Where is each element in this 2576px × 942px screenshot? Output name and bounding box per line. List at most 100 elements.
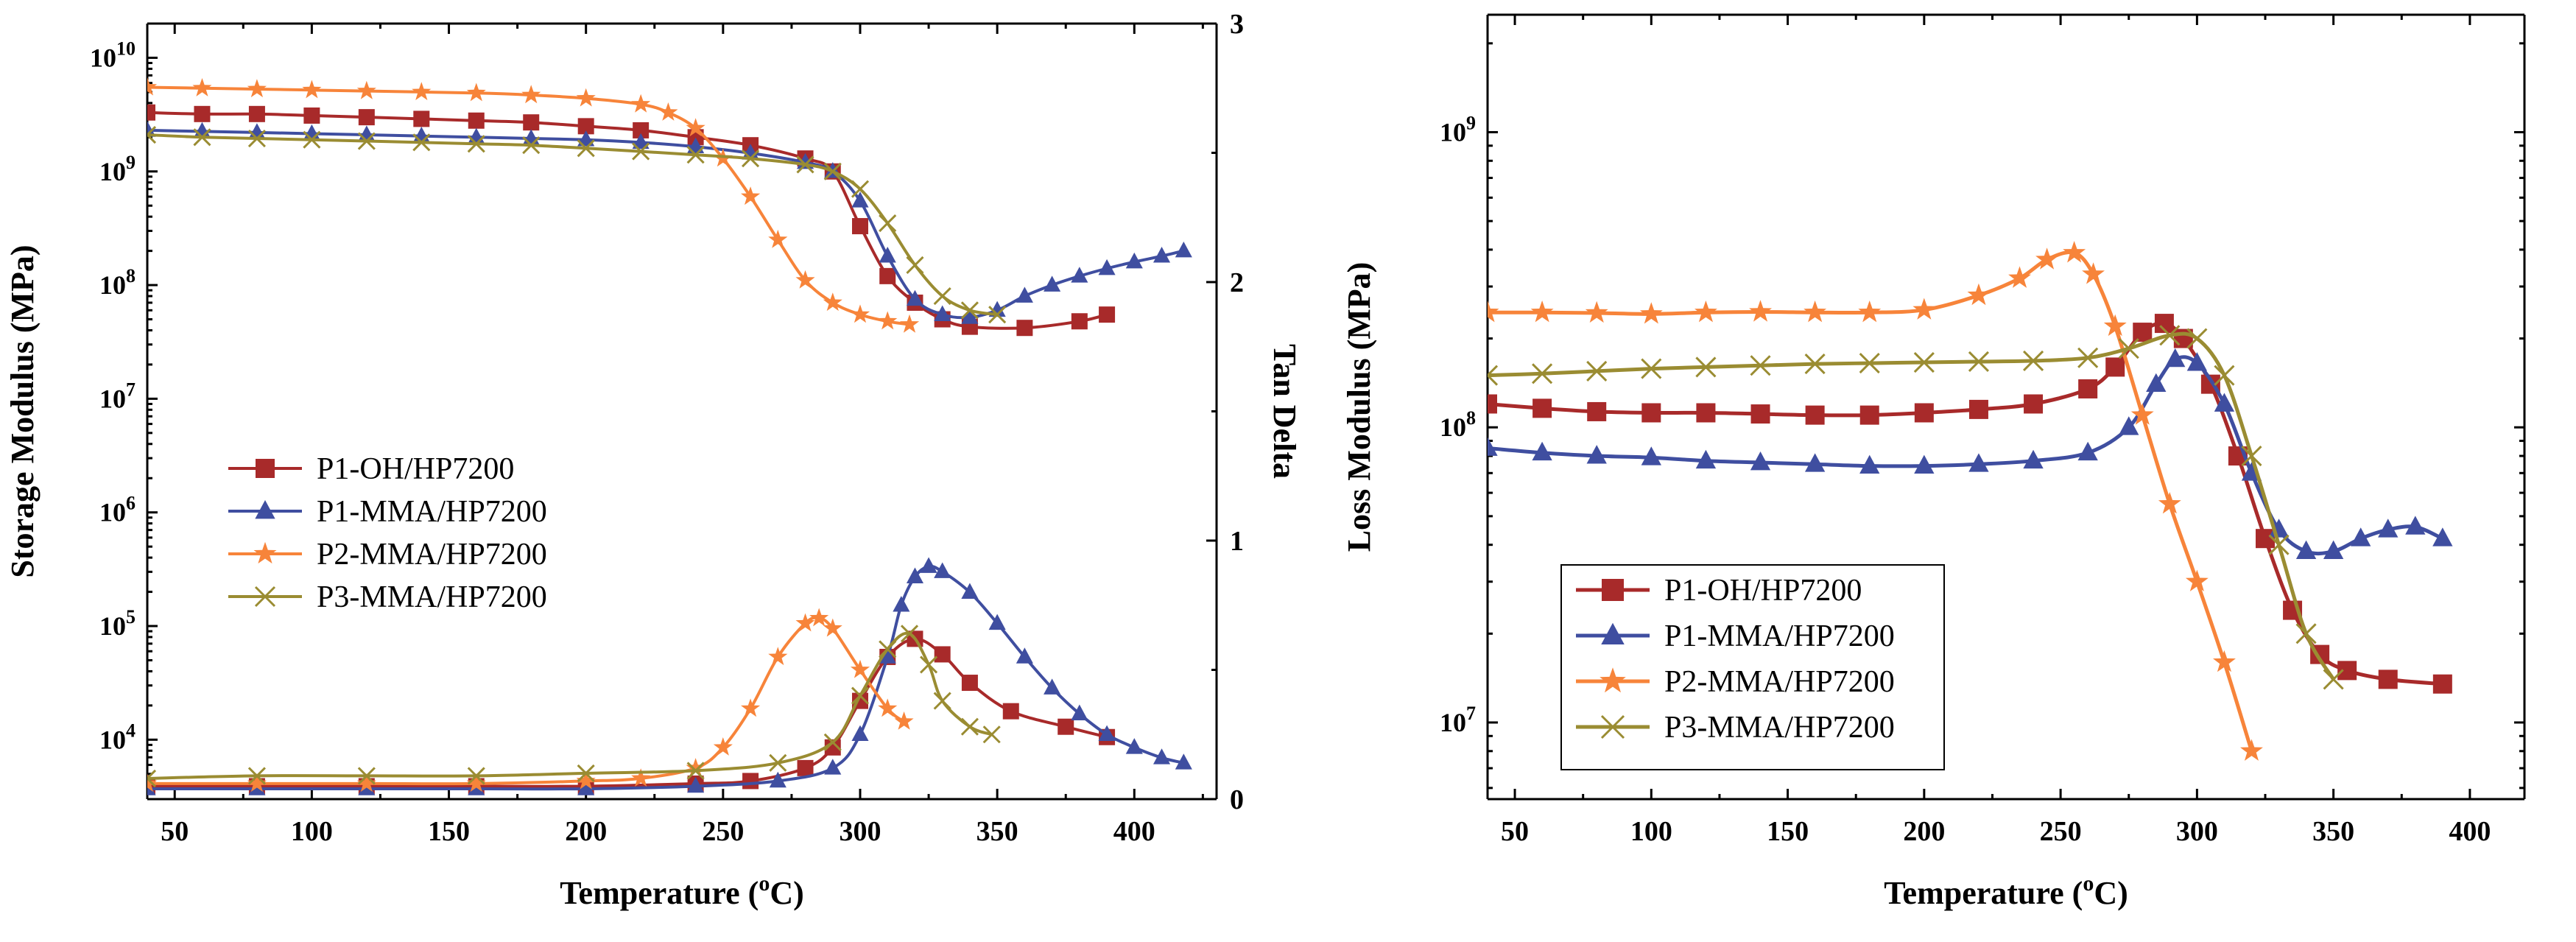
data-point-p3-mma-hp7200 — [1695, 356, 1717, 378]
data-point-p3-mma-hp7200 — [2241, 445, 2262, 467]
data-point-p2-mma-hp7200 — [2213, 650, 2236, 672]
data-point-p3-mma-hp7200 — [1859, 352, 1880, 374]
data-point-p3-mma-hp7200-tan — [467, 767, 485, 785]
y2-tick-label: 0 — [1230, 784, 1244, 815]
right-chart-loss-modulus: 50 100 150 200 250 300 350 400 107 108 109 Temperat… — [1341, 13, 2526, 911]
data-point-p1-mma-hp7200-tan — [851, 725, 869, 742]
data-point-p1-oh-hp7200 — [1587, 401, 1607, 421]
data-point-p3-mma-hp7200-storage — [247, 129, 266, 148]
data-point-p1-oh-hp7200-storage — [633, 122, 650, 138]
data-point-p3-mma-hp7200-tan — [147, 769, 157, 787]
data-point-p1-mma-hp7200 — [2405, 516, 2426, 535]
data-point-p1-mma-hp7200-tan — [1071, 704, 1088, 720]
x-axis-title: Temperature (oC) — [1884, 871, 2128, 911]
legend-item-p1-mma-hp7200: P1-MMA/HP7200 — [228, 495, 547, 529]
data-point-p3-mma-hp7200-storage — [933, 287, 951, 306]
data-point-p3-mma-hp7200 — [1586, 360, 1608, 382]
data-point-p1-oh-hp7200 — [1914, 403, 1934, 423]
data-point-p1-oh-hp7200-tan — [797, 759, 814, 776]
series-line-p3-mma-hp7200-storage — [147, 133, 998, 317]
data-point-p1-oh-hp7200-tan — [824, 739, 841, 756]
y-tick-label: 108 — [99, 265, 136, 300]
data-point-p3-mma-hp7200 — [1968, 351, 1990, 373]
data-point-p3-mma-hp7200-storage — [577, 139, 595, 158]
data-point-p3-mma-hp7200-storage — [960, 301, 979, 320]
data-point-p1-oh-hp7200 — [1968, 399, 1988, 419]
y-axis-title: Loss Modulus (MPa) — [1341, 262, 1377, 552]
data-point-p3-mma-hp7200-storage — [879, 214, 897, 233]
series-p2-mma-hp7200-tan — [147, 608, 914, 792]
legend-label: P1-MMA/HP7200 — [317, 495, 547, 529]
series-line-p3-mma-hp7200 — [1488, 331, 2335, 681]
legend-item-p2-mma-hp7200: P2-MMA/HP7200 — [228, 538, 547, 572]
data-point-p2-mma-hp7200 — [1488, 300, 1499, 323]
data-point-p2-mma-hp7200-tan — [768, 647, 788, 666]
data-point-p1-oh-hp7200 — [1532, 398, 1552, 418]
plot-area — [1488, 241, 2453, 761]
data-point-p1-mma-hp7200-storage — [906, 289, 924, 306]
y-tick-label: 107 — [1440, 703, 1476, 737]
legend-label: P1-OH/HP7200 — [317, 452, 514, 486]
data-point-p3-mma-hp7200-storage — [906, 256, 924, 274]
data-point-p3-mma-hp7200-tan — [823, 733, 842, 751]
data-point-p2-mma-hp7200-tan — [795, 613, 815, 632]
data-point-p2-mma-hp7200 — [1749, 300, 1772, 322]
data-point-p1-mma-hp7200 — [2146, 373, 2167, 393]
legend-item-p1-oh-hp7200: P1-OH/HP7200 — [1576, 574, 1862, 608]
data-point-p1-oh-hp7200-tan — [1058, 718, 1074, 735]
series-line-p1-mma-hp7200 — [1488, 355, 2443, 556]
data-point-p2-mma-hp7200 — [1967, 283, 1991, 306]
data-point-p3-mma-hp7200-storage — [467, 135, 485, 153]
data-point-p1-mma-hp7200-tan — [934, 562, 951, 578]
y-tick-label: 105 — [99, 606, 136, 641]
data-point-p1-mma-hp7200-tan — [961, 583, 979, 599]
legend-marker — [1602, 579, 1624, 601]
data-point-p3-mma-hp7200-storage — [147, 125, 157, 144]
series-line-p1-mma-hp7200-storage — [147, 128, 1184, 320]
data-point-p3-mma-hp7200 — [1641, 358, 1662, 379]
y-tick-label: 1010 — [90, 38, 136, 72]
data-point-p3-mma-hp7200 — [2295, 623, 2317, 644]
legend-label: P1-OH/HP7200 — [1664, 574, 1862, 608]
data-point-p2-mma-hp7200-storage — [521, 85, 541, 104]
data-point-p1-mma-hp7200-tan — [577, 779, 595, 795]
y-tick-label: 104 — [99, 720, 136, 754]
data-point-p2-mma-hp7200-storage — [741, 186, 761, 205]
legend-marker — [256, 459, 275, 478]
data-point-p1-mma-hp7200 — [2323, 540, 2344, 560]
legend-marker — [1600, 667, 1626, 693]
data-point-p2-mma-hp7200-tan — [356, 773, 376, 792]
data-point-p2-mma-hp7200 — [2240, 739, 2263, 761]
data-point-p1-mma-hp7200 — [2023, 449, 2044, 469]
x-tick-label: 350 — [976, 816, 1018, 847]
data-point-p3-mma-hp7200-storage — [988, 306, 1007, 324]
data-point-p1-oh-hp7200-storage — [879, 267, 896, 284]
x-tick-label: 200 — [565, 816, 607, 847]
data-point-p1-oh-hp7200 — [2337, 661, 2357, 681]
data-point-p1-mma-hp7200-tan — [879, 647, 896, 664]
y-axis-title: Storage Modulus (MPa) — [4, 245, 41, 577]
data-point-p1-oh-hp7200 — [2432, 674, 2452, 694]
series-line-p1-oh-hp7200-tan — [147, 637, 1108, 788]
data-point-p1-mma-hp7200-tan — [824, 759, 842, 775]
data-point-p1-mma-hp7200-tan — [1125, 738, 1143, 754]
data-point-p1-mma-hp7200-storage — [961, 308, 979, 324]
data-point-p1-oh-hp7200-storage — [248, 105, 265, 122]
data-point-p1-mma-hp7200-tan — [1175, 753, 1192, 770]
data-point-p1-mma-hp7200 — [2214, 393, 2235, 412]
data-point-p1-mma-hp7200-storage — [1125, 252, 1143, 269]
data-point-p2-mma-hp7200-tan — [466, 773, 486, 792]
legend: P1-OH/HP7200 P1-MMA/HP7200 P2-MMA/HP7200 P3… — [1560, 564, 1945, 770]
legend-box — [1560, 564, 1945, 770]
data-point-p2-mma-hp7200-storage — [823, 292, 842, 312]
data-point-p1-mma-hp7200 — [1641, 446, 1661, 465]
x-tick-label: 150 — [428, 816, 470, 847]
y2-tick-label: 3 — [1230, 9, 1244, 40]
x-tick-label: 150 — [1767, 816, 1809, 847]
x-tick-label: 350 — [2312, 816, 2354, 847]
data-point-p1-mma-hp7200 — [1586, 445, 1607, 464]
data-point-p1-oh-hp7200-storage — [523, 114, 540, 131]
legend: P1-OH/HP7200 P1-MMA/HP7200 P2-MMA/HP7200 P3… — [228, 452, 547, 614]
data-point-p1-oh-hp7200 — [2378, 669, 2398, 689]
data-point-p3-mma-hp7200-tan — [879, 640, 897, 658]
